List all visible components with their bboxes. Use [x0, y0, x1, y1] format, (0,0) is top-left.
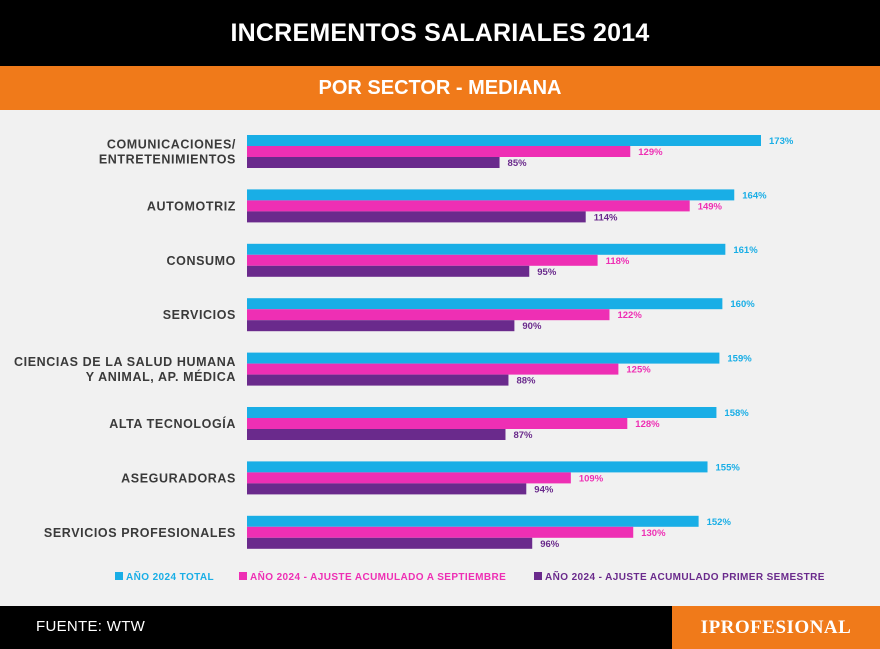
bar-semestre: [247, 537, 533, 549]
chart-title: INCREMENTOS SALARIALES 2014: [230, 18, 650, 47]
bar-semestre: [247, 429, 506, 440]
data-label: 173%: [769, 136, 794, 147]
data-label: 122%: [617, 310, 642, 321]
legend-label: AÑO 2024 - AJUSTE ACUMULADO PRIMER SEMES…: [545, 570, 825, 583]
bar-semestre: [247, 374, 509, 386]
brand-box: IPROFESIONAL: [672, 606, 880, 649]
data-label: 129%: [638, 147, 663, 158]
bar-semestre: [247, 157, 500, 168]
chart-subtitle: POR SECTOR - MEDIANA: [318, 76, 562, 99]
bar-septiembre: [247, 472, 571, 484]
data-label: 130%: [641, 528, 666, 539]
bar-septiembre: [247, 146, 631, 157]
data-label: 149%: [698, 201, 723, 212]
brand-logo: IPROFESIONAL: [700, 616, 852, 638]
category-label: ALTA TECNOLOGÍA: [109, 416, 236, 431]
legend-label: AÑO 2024 TOTAL: [126, 570, 214, 583]
data-label: 95%: [537, 267, 557, 278]
data-label: 155%: [716, 462, 741, 473]
chart-area: COMUNICACIONES/ENTRETENIMIENTOS 173% 129% 8…: [0, 110, 880, 606]
category-label: ASEGURADORAS: [121, 471, 236, 485]
bar-total: [247, 298, 723, 310]
data-label: 118%: [606, 256, 630, 267]
category-label: SERVICIOS: [163, 308, 236, 322]
legend-label: AÑO 2024 - AJUSTE ACUMULADO A SEPTIEMBRE: [250, 570, 506, 583]
data-label: 87%: [513, 430, 533, 441]
data-label: 128%: [635, 419, 660, 430]
category-label: AUTOMOTRIZ: [147, 199, 236, 213]
bar-semestre: [247, 265, 530, 277]
data-label: 160%: [730, 299, 755, 310]
data-label: 158%: [724, 408, 749, 419]
bar-septiembre: [247, 418, 628, 429]
bar-total: [247, 189, 735, 201]
bar-semestre: [247, 320, 515, 332]
data-label: 152%: [707, 517, 732, 528]
data-label: 85%: [508, 158, 528, 169]
bar-total: [247, 461, 708, 473]
data-label: 161%: [733, 245, 758, 256]
data-label: 96%: [540, 539, 560, 550]
bar-septiembre: [247, 526, 634, 538]
bar-chart: COMUNICACIONES/ENTRETENIMIENTOS 173% 129% 8…: [14, 135, 825, 583]
footer: FUENTE: WTW IPROFESIONAL: [0, 606, 880, 649]
bar-septiembre: [247, 200, 690, 212]
bar-semestre: [247, 483, 527, 495]
data-label: 125%: [626, 365, 651, 376]
data-label: 159%: [727, 354, 752, 365]
data-label: 88%: [516, 376, 536, 387]
data-label: 90%: [522, 321, 542, 332]
legend-swatch: [534, 572, 542, 580]
category-label: CIENCIAS DE LA SALUD HUMANA Y ANIMAL, AP.…: [14, 355, 236, 384]
data-label: 114%: [594, 212, 618, 223]
category-label: CONSUMO: [167, 254, 236, 268]
bar-semestre: [247, 211, 586, 223]
legend-swatch: [239, 572, 247, 580]
bar-septiembre: [247, 363, 619, 375]
subtitle-bar: POR SECTOR - MEDIANA: [0, 66, 880, 110]
source-text: FUENTE: WTW: [36, 618, 146, 635]
bar-total: [247, 515, 699, 527]
title-bar: INCREMENTOS SALARIALES 2014: [0, 0, 880, 66]
bar-total: [247, 407, 717, 418]
category-label: SERVICIOS PROFESIONALES: [44, 526, 236, 540]
bar-total: [247, 243, 726, 255]
data-label: 164%: [742, 190, 767, 201]
data-label: 109%: [579, 473, 604, 484]
data-label: 94%: [534, 484, 554, 495]
legend-swatch: [115, 572, 123, 580]
category-label: COMUNICACIONES/ENTRETENIMIENTOS: [99, 138, 236, 167]
bar-septiembre: [247, 309, 610, 321]
bar-total: [247, 135, 761, 146]
bar-total: [247, 352, 720, 364]
bar-septiembre: [247, 254, 598, 266]
